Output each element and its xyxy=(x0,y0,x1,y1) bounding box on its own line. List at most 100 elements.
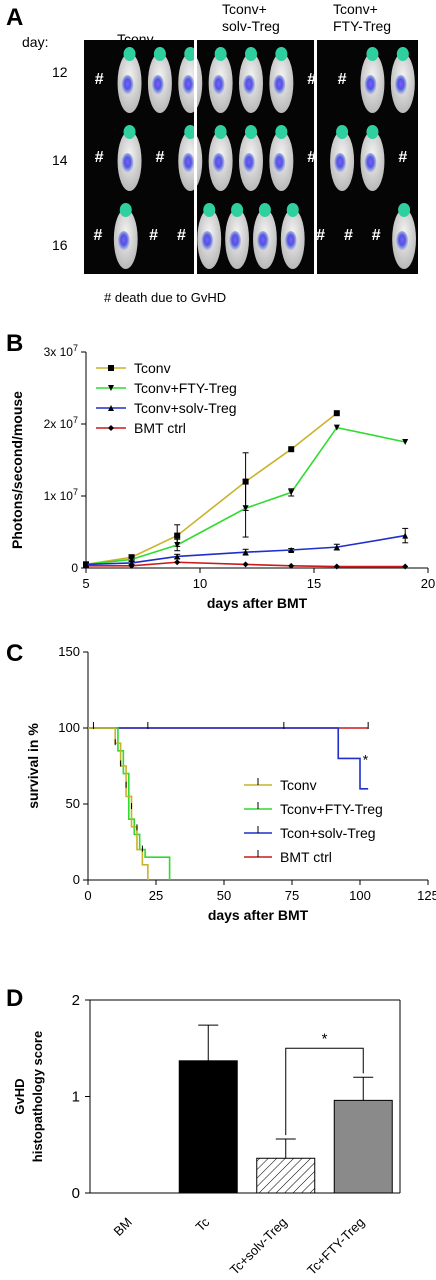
mouse-head-signal xyxy=(153,47,166,61)
mouse-image xyxy=(197,203,222,269)
mouse-body-signal xyxy=(212,75,225,95)
death-marker: # xyxy=(155,149,164,166)
series-line xyxy=(85,412,338,566)
mouse-head-signal xyxy=(184,47,197,61)
death-marker: # xyxy=(398,149,407,166)
panel-c-letter: C xyxy=(6,640,24,667)
panel-a-letter: A xyxy=(6,4,24,31)
mouse-head-signal xyxy=(231,203,244,217)
y-tick-label: 0 xyxy=(71,561,78,575)
mouse-body-signal xyxy=(364,75,377,95)
mouse-head-signal xyxy=(366,47,379,61)
death-marker: # xyxy=(177,227,186,244)
death-marker: # xyxy=(338,71,347,88)
mouse-image xyxy=(117,47,142,113)
data-point xyxy=(333,563,340,570)
legend-label: BMT ctrl xyxy=(134,420,186,436)
mouse-image xyxy=(208,47,233,113)
mouse-head-signal xyxy=(245,47,257,61)
legend-label: Tconv xyxy=(280,777,317,793)
data-point xyxy=(288,547,295,553)
x-tick-label: 15 xyxy=(307,576,321,591)
group-header-line1: Tconv+ xyxy=(222,1,267,17)
mouse-image xyxy=(117,125,142,191)
y-tick-label: 150 xyxy=(58,644,80,659)
mouse-head-signal xyxy=(275,47,288,61)
day-label-14: 14 xyxy=(52,152,68,168)
y-tick-label: 1 xyxy=(72,1089,80,1106)
data-point xyxy=(333,544,340,551)
mouse-head-signal xyxy=(123,125,136,139)
mouse-body-signal xyxy=(229,231,242,251)
bioluminescence-image-panel: # # # # # # # # # # # # # xyxy=(84,40,418,274)
death-marker: # xyxy=(149,227,158,244)
mouse-head-signal xyxy=(214,125,227,139)
significance-asterisk: * xyxy=(363,751,369,767)
y-axis-label: Photons/second/mouse xyxy=(9,391,25,549)
mouse-body-signal xyxy=(121,153,134,173)
data-point xyxy=(174,541,181,548)
survival-curve xyxy=(88,727,149,880)
category-label: Tc xyxy=(193,1214,213,1234)
x-tick-label: 25 xyxy=(149,888,163,903)
mouse-body-signal xyxy=(364,153,377,173)
data-point xyxy=(242,561,249,568)
survival-chart: 0 25 50 75 100 125 0 50 100 150 days after BMT surv… xyxy=(25,644,436,923)
mouse-image xyxy=(208,125,233,191)
mouse-body-signal xyxy=(243,75,255,95)
mouse-body-signal xyxy=(256,231,269,251)
legend-label: Tconv xyxy=(134,360,171,376)
mouse-image xyxy=(253,203,277,269)
mouse-image xyxy=(239,125,263,191)
bar-tc-fty-treg xyxy=(333,1099,393,1194)
data-point xyxy=(288,446,295,453)
mouse-image xyxy=(178,47,203,113)
bioluminescence-image: # # # # # # # # # # # # # xyxy=(93,40,417,274)
day-label-16: 16 xyxy=(52,237,68,253)
mouse-image xyxy=(113,203,138,269)
day-header: day: xyxy=(22,34,49,50)
mouse-body-signal xyxy=(243,153,255,173)
mouse-image xyxy=(269,125,294,191)
legend-marker xyxy=(108,425,114,431)
x-tick-label: 5 xyxy=(82,576,89,591)
death-footnote: # death due to GvHD xyxy=(104,290,227,305)
panel-d-letter: D xyxy=(6,985,24,1012)
series-tconv xyxy=(83,410,340,568)
mouse-body-signal xyxy=(121,75,134,95)
legend-label: Tcon+solv-Treg xyxy=(280,825,376,841)
image-separator xyxy=(314,40,317,274)
legend-marker xyxy=(108,405,114,411)
mouse-head-signal xyxy=(123,47,136,61)
mouse-image xyxy=(239,47,263,113)
x-tick-label: 50 xyxy=(217,888,231,903)
category-label: BM xyxy=(110,1215,134,1239)
mouse-image xyxy=(390,47,415,113)
legend-label: Tconv+FTY-Treg xyxy=(280,801,383,817)
bar-tc xyxy=(178,1060,238,1194)
histopathology-bar-chart: 0 1 2 GvHD histopathology score BM Tc Tc+solv-T… xyxy=(12,992,401,1278)
death-marker: # xyxy=(344,227,353,244)
legend-marker xyxy=(108,365,114,371)
mouse-head-signal xyxy=(275,125,288,139)
death-marker: # xyxy=(316,227,325,244)
mouse-image xyxy=(225,203,249,269)
group-header-line1: Tconv+ xyxy=(333,1,378,17)
data-point xyxy=(174,553,181,560)
mouse-head-signal xyxy=(214,47,227,61)
group-header-fty-treg: Tconv+ FTY-Treg xyxy=(333,1,391,35)
mouse-body-signal xyxy=(151,75,164,95)
bar-tc-solv-treg xyxy=(256,1157,316,1194)
y-tick-label: 3x 107 xyxy=(44,343,78,359)
mouse-image xyxy=(392,203,417,269)
legend-marker xyxy=(108,385,114,391)
data-point xyxy=(83,562,89,569)
category-label: Tc+solv-Treg xyxy=(227,1215,290,1278)
y-tick-label: 0 xyxy=(72,1185,80,1202)
mouse-image xyxy=(269,47,294,113)
mouse-body-signal xyxy=(334,153,347,173)
mouse-head-signal xyxy=(245,125,257,139)
significance-bracket xyxy=(285,1047,364,1136)
death-marker: # xyxy=(95,71,104,88)
mouse-image xyxy=(360,47,385,113)
